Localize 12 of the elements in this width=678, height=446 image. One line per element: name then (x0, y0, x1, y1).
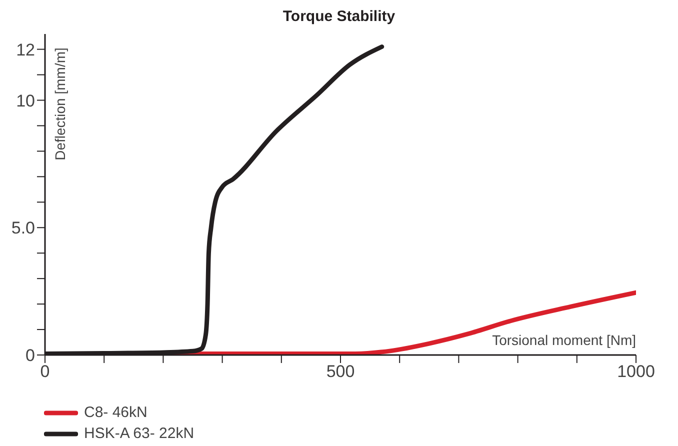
legend-label: C8- 46kN (84, 404, 148, 421)
x-tick-label: 1000 (617, 362, 655, 382)
x-tick-label: 500 (326, 362, 355, 382)
y-tick-label: 0 (26, 346, 35, 366)
y-tick-label: 12 (16, 40, 35, 60)
legend-label: HSK-A 63- 22kN (84, 425, 194, 442)
chart-title: Torque Stability (282, 8, 396, 25)
y-axis-title: Deflection [mm/m] (52, 48, 68, 160)
x-tick-label: 0 (40, 362, 50, 382)
y-tick-label: 5.0 (11, 218, 35, 238)
y-tick-label: 10 (16, 91, 35, 110)
x-axis-title: Torsional moment [Nm] (492, 332, 636, 348)
